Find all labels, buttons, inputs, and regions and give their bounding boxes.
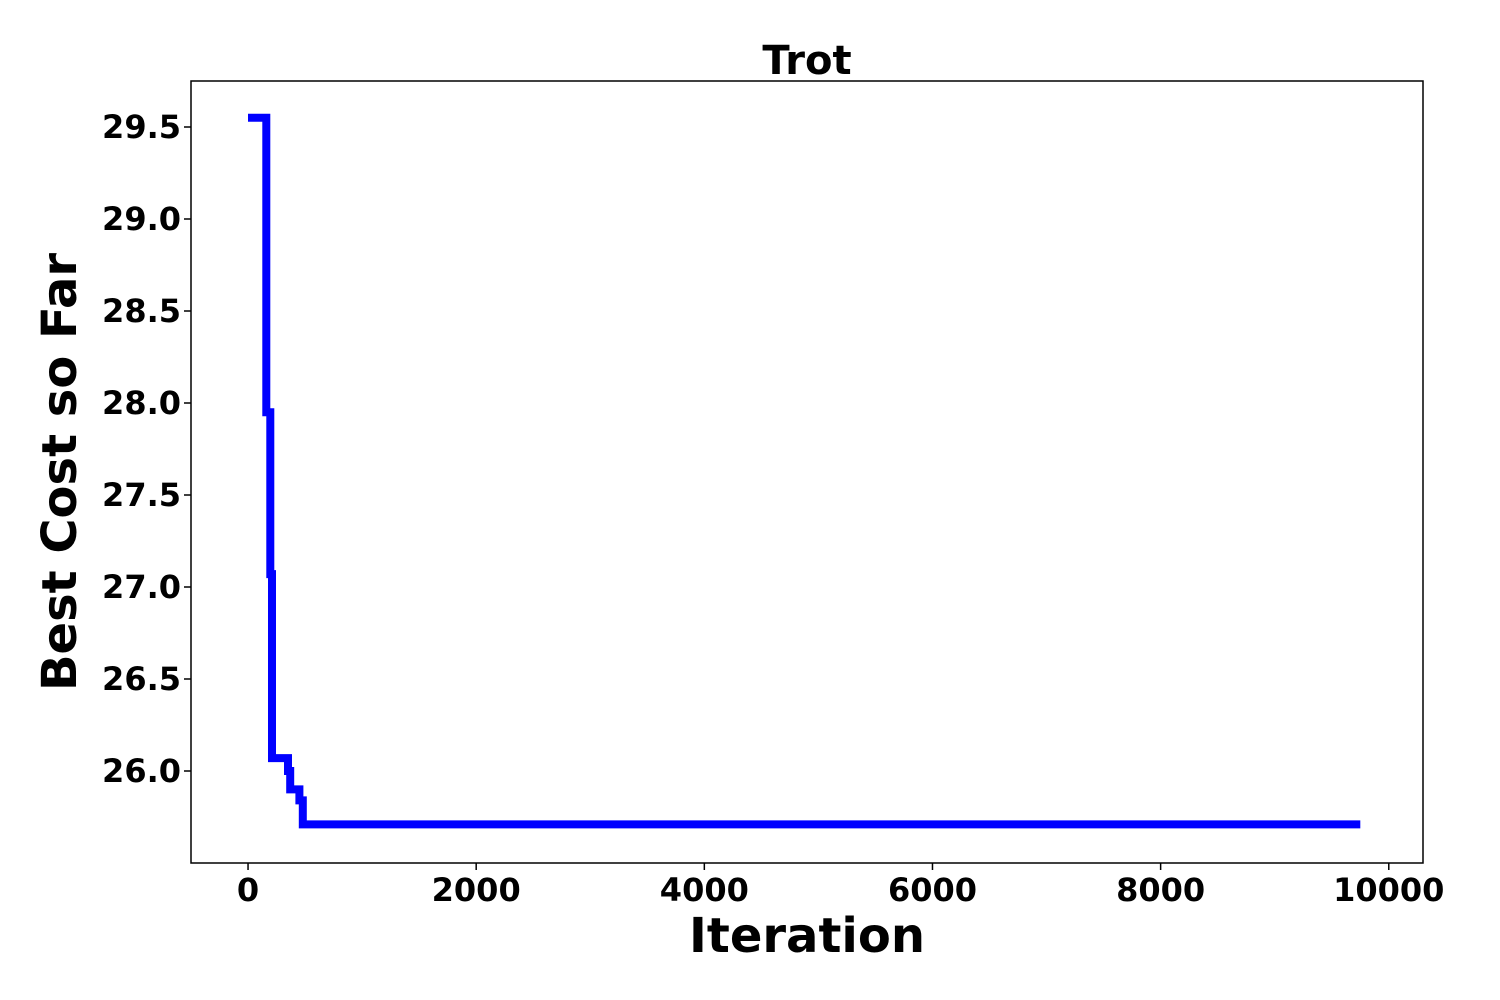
x-axis-ticks: 0 2000 4000 6000 8000 10000 <box>237 863 1444 909</box>
series-layer <box>248 113 1361 829</box>
chart-title: Trot <box>762 38 851 84</box>
y-tick-label: 27.5 <box>102 476 181 514</box>
x-axis-label: Iteration <box>689 908 925 964</box>
y-tick-label: 29.0 <box>102 200 181 238</box>
y-axis-label: Best Cost so Far <box>32 253 88 691</box>
y-tick-label: 26.0 <box>102 752 181 790</box>
x-tick-label: 0 <box>237 871 259 909</box>
plot-area <box>190 80 1424 864</box>
x-tick-label: 8000 <box>1116 871 1205 909</box>
y-tick-label: 29.5 <box>102 108 181 146</box>
y-tick-label: 28.5 <box>102 292 181 330</box>
x-tick-label: 6000 <box>888 871 977 909</box>
y-tick-label: 28.0 <box>102 384 181 422</box>
y-axis-ticks: 26.0 26.5 27.0 27.5 28.0 28.5 29.0 29.5 <box>102 108 191 790</box>
x-tick-label: 4000 <box>660 871 749 909</box>
x-tick-label: 2000 <box>432 871 521 909</box>
series-line-0 <box>248 113 1361 829</box>
x-tick-label: 10000 <box>1333 871 1444 909</box>
y-tick-label: 26.5 <box>102 660 181 698</box>
y-tick-label: 27.0 <box>102 568 181 606</box>
